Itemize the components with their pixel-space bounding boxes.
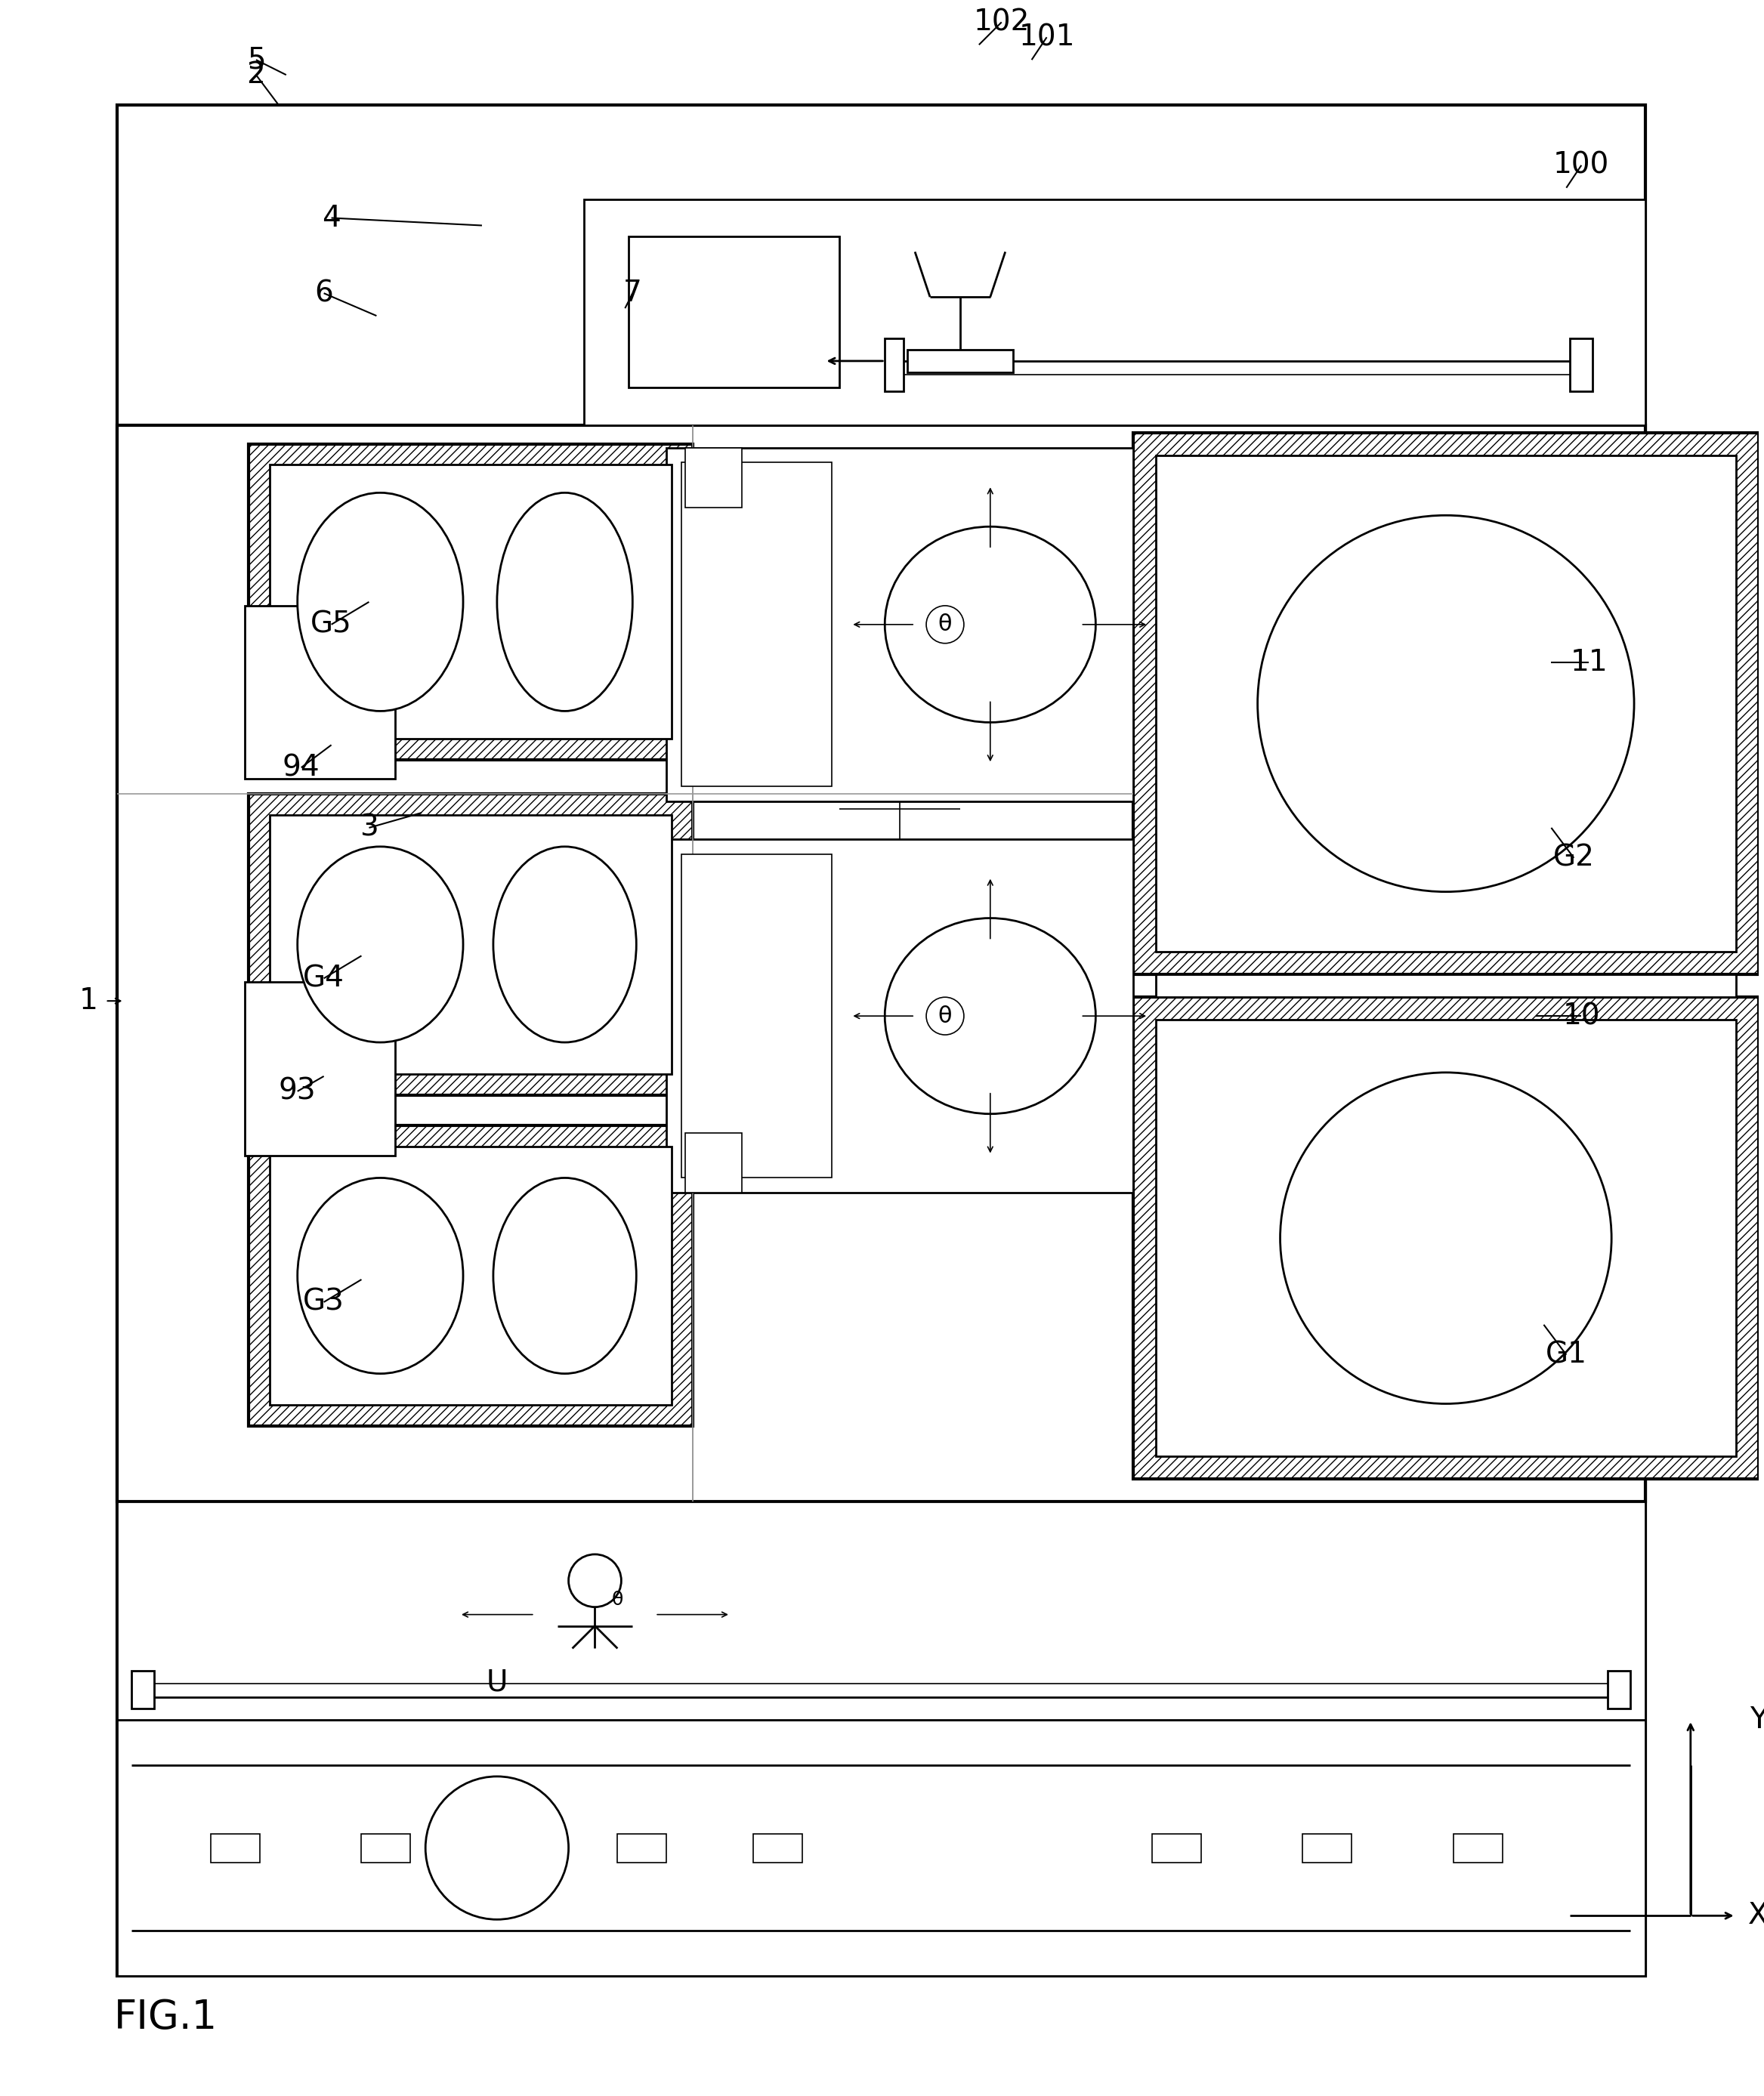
Bar xyxy=(362,1834,411,1861)
Bar xyxy=(907,350,1013,373)
Text: 93: 93 xyxy=(279,1077,316,1107)
Bar xyxy=(584,199,1646,425)
Ellipse shape xyxy=(568,1555,621,1608)
Bar xyxy=(245,983,395,1155)
Bar xyxy=(684,1132,741,1193)
Bar xyxy=(1132,998,1759,1480)
Text: θ: θ xyxy=(938,1006,953,1027)
Bar xyxy=(270,1147,672,1404)
Bar xyxy=(132,1671,155,1708)
Ellipse shape xyxy=(497,493,633,711)
Bar xyxy=(212,1834,259,1861)
Bar xyxy=(753,1834,803,1861)
Bar xyxy=(1155,975,1736,998)
Text: 2: 2 xyxy=(247,61,265,90)
Bar xyxy=(1155,455,1736,952)
Bar xyxy=(886,337,903,392)
Text: 4: 4 xyxy=(323,203,340,233)
Text: 94: 94 xyxy=(282,752,319,782)
Text: X: X xyxy=(1748,1901,1764,1930)
Bar xyxy=(1570,337,1593,392)
Ellipse shape xyxy=(886,526,1095,723)
Ellipse shape xyxy=(494,847,637,1042)
Bar xyxy=(1454,1834,1503,1861)
Text: FIG.1: FIG.1 xyxy=(115,1997,217,2037)
Text: 102: 102 xyxy=(974,8,1030,36)
Bar xyxy=(116,425,1646,1501)
Bar xyxy=(667,449,1132,801)
Ellipse shape xyxy=(494,1178,637,1373)
Ellipse shape xyxy=(298,1178,464,1373)
Ellipse shape xyxy=(1258,516,1633,891)
Ellipse shape xyxy=(298,847,464,1042)
Text: 100: 100 xyxy=(1554,151,1609,180)
Ellipse shape xyxy=(886,918,1095,1113)
Bar xyxy=(116,1501,1646,1721)
Text: 3: 3 xyxy=(360,813,377,843)
Bar xyxy=(270,465,672,740)
Ellipse shape xyxy=(425,1777,568,1920)
Bar xyxy=(249,1126,693,1427)
Text: G3: G3 xyxy=(303,1287,344,1316)
Text: 11: 11 xyxy=(1570,648,1607,677)
Bar xyxy=(245,606,395,780)
Ellipse shape xyxy=(926,606,963,643)
Bar xyxy=(684,449,741,507)
Ellipse shape xyxy=(298,493,464,711)
Bar xyxy=(1152,1834,1201,1861)
Bar xyxy=(667,838,1132,1193)
Text: U: U xyxy=(487,1668,508,1696)
Text: G5: G5 xyxy=(310,610,353,639)
Bar xyxy=(249,794,693,1094)
Text: G1: G1 xyxy=(1545,1341,1588,1369)
Text: 5: 5 xyxy=(247,46,265,73)
Bar xyxy=(249,444,693,761)
Text: 1: 1 xyxy=(79,987,97,1014)
Text: 101: 101 xyxy=(1018,23,1074,52)
Text: 7: 7 xyxy=(623,279,642,308)
Bar xyxy=(628,237,840,388)
Text: Y: Y xyxy=(1750,1706,1764,1733)
Text: θ: θ xyxy=(938,614,953,635)
Bar xyxy=(1607,1671,1630,1708)
Bar xyxy=(681,855,833,1178)
Bar xyxy=(1304,1834,1351,1861)
Text: θ: θ xyxy=(612,1591,623,1608)
Bar xyxy=(681,463,833,786)
Bar xyxy=(116,105,1646,1977)
Ellipse shape xyxy=(926,998,963,1035)
Text: G4: G4 xyxy=(303,964,344,994)
Bar xyxy=(270,815,672,1073)
Text: 10: 10 xyxy=(1563,1002,1600,1031)
Bar xyxy=(1132,432,1759,975)
Bar xyxy=(116,1721,1646,1977)
Ellipse shape xyxy=(1281,1073,1612,1404)
Bar xyxy=(617,1834,667,1861)
Text: G2: G2 xyxy=(1552,843,1595,872)
Bar xyxy=(1155,1021,1736,1457)
Text: 6: 6 xyxy=(314,279,333,308)
